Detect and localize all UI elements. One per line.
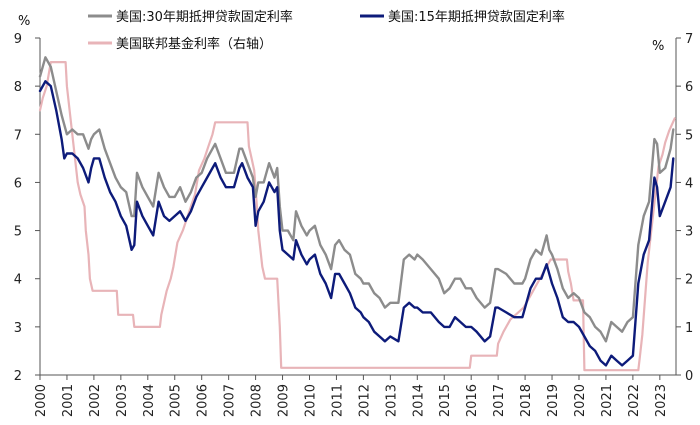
legend-label-fed-funds: 美国联邦基金利率（右轴）	[116, 36, 272, 52]
series-line-15y-mortgage	[38, 80, 675, 367]
x-tick-label: 2005	[169, 384, 184, 417]
x-tick-label: 2002	[88, 384, 103, 417]
x-tick-label: 2014	[411, 384, 426, 417]
y-right-tick-label: 6	[685, 80, 693, 95]
y-left-tick-label: 5	[14, 225, 22, 240]
x-tick-label: 2015	[438, 384, 453, 417]
x-tick-label: 2017	[492, 384, 507, 417]
y-right-tick-label: 7	[685, 32, 693, 47]
series-layer	[38, 56, 676, 372]
x-tick-label: 2006	[196, 384, 211, 417]
x-tick-label: 2000	[34, 384, 49, 417]
x-tick-label: 2004	[142, 384, 157, 417]
series-line-fed-funds	[38, 60, 676, 372]
x-tick-label: 2007	[223, 384, 238, 417]
x-tick-label: 2008	[250, 384, 265, 417]
x-tick-label: 2003	[115, 384, 130, 417]
y-left-tick-label: 6	[14, 176, 22, 191]
x-tick-label: 2018	[519, 384, 534, 417]
legend-label-30y: 美国:30年期抵押贷款固定利率	[116, 9, 293, 25]
y-right-tick-label: 2	[685, 273, 693, 288]
x-tick-label: 2023	[654, 384, 669, 417]
x-tick-label: 2012	[357, 384, 372, 417]
y-right-tick-label: 1	[685, 321, 693, 336]
y-right-tick-label: 4	[685, 176, 693, 191]
y-left-tick-label: 2	[14, 369, 22, 384]
x-tick-label: 2001	[61, 384, 76, 417]
x-tick-label: 2016	[465, 384, 480, 417]
x-ticks: 2000 2001 2002 2003 2004 2005 2006 2007 2008 2009…	[34, 375, 669, 417]
x-tick-label: 2011	[330, 384, 345, 417]
legend: 美国:30年期抵押贷款固定利率 美国:15年期抵押贷款固定利率 美国联邦基金利率…	[88, 9, 565, 52]
y-left-tick-label: 4	[14, 273, 22, 288]
y-right-tick-label: 5	[685, 128, 693, 143]
legend-label-15y: 美国:15年期抵押贷款固定利率	[388, 9, 565, 25]
y-left-tick-label: 3	[14, 321, 22, 336]
x-tick-label: 2022	[627, 384, 642, 417]
y-left-unit-label: %	[18, 14, 30, 29]
y-right-tick-label: 0	[685, 369, 693, 384]
y-left-ticks: 2 3 4 5 6 7 8 9	[14, 32, 40, 384]
series-line-30y-mortgage	[38, 56, 675, 343]
y-left-tick-label: 7	[14, 128, 22, 143]
x-tick-label: 2010	[303, 384, 318, 417]
x-tick-label: 2019	[546, 384, 561, 417]
y-left-tick-label: 8	[14, 80, 22, 95]
x-tick-label: 2020	[573, 384, 588, 417]
x-tick-label: 2021	[600, 384, 615, 417]
y-right-unit-label: %	[652, 39, 664, 54]
x-tick-label: 2013	[384, 384, 399, 417]
y-left-tick-label: 9	[14, 32, 22, 47]
y-right-tick-label: 3	[685, 225, 693, 240]
y-right-ticks: 0 1 2 3 4 5 6 7	[676, 32, 693, 384]
x-tick-label: 2009	[277, 384, 292, 417]
